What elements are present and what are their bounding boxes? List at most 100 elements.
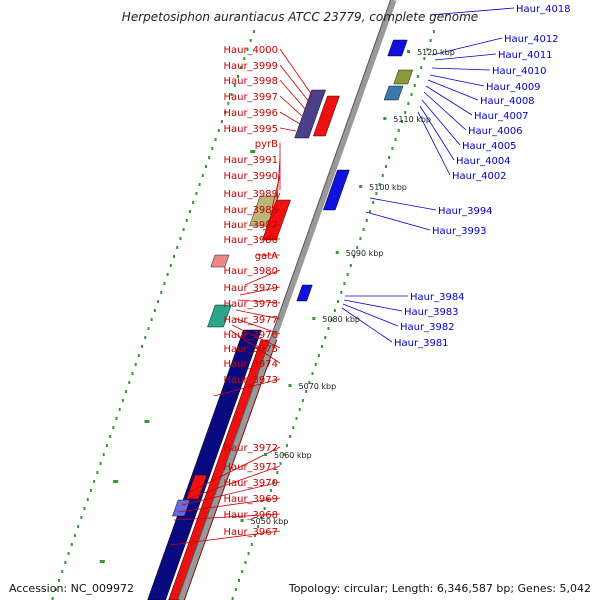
kbp-label: 5110 kbp <box>393 115 431 124</box>
gene-label-left: Haur_3971 <box>223 462 278 473</box>
kbp-tick <box>407 50 411 53</box>
track-dot <box>236 75 239 78</box>
track-dot <box>279 462 282 465</box>
track-dot <box>214 138 217 141</box>
track-dot <box>70 543 73 546</box>
track-dot <box>276 471 279 474</box>
gene-label-left: Haur_3996 <box>223 108 278 119</box>
leader-line-right <box>427 79 479 101</box>
track-dot <box>234 588 237 591</box>
gene-label-right: Haur_4008 <box>480 96 535 107</box>
gene-block <box>313 95 340 137</box>
leader-line-right <box>341 307 393 343</box>
gene-label-left: Haur_3972 <box>223 443 278 454</box>
leader-line-right <box>425 85 473 116</box>
gene-label-left: Haur_3995 <box>223 124 278 135</box>
track-dot <box>73 534 76 537</box>
track-dot <box>426 48 429 51</box>
gene-label-left: Haur_3986 <box>223 235 278 246</box>
leader-line-left <box>173 513 281 521</box>
leader-line-left <box>213 378 281 397</box>
gene-label-right: Haur_3984 <box>410 292 465 303</box>
track-dot <box>400 120 403 123</box>
leader-line-left <box>181 481 281 506</box>
gene-label-left: Haur_3975 <box>223 344 278 355</box>
gene-label-right: Haur_4007 <box>474 111 529 122</box>
track-dot <box>227 102 230 105</box>
gene-label-left: Haur_3979 <box>223 283 278 294</box>
track-dot <box>141 345 144 348</box>
track-dot <box>224 111 227 114</box>
track-dot <box>204 165 207 168</box>
track-dot <box>80 516 83 519</box>
gene-label-left: Haur_3980 <box>223 266 278 277</box>
track-dot <box>96 471 99 474</box>
track-dot <box>105 444 108 447</box>
gene-label-right: Haur_3994 <box>438 206 493 217</box>
track-dot <box>64 561 67 564</box>
kbp-tick <box>264 453 268 456</box>
track-dot <box>109 435 112 438</box>
leader-line-right <box>369 197 437 211</box>
leader-line-left <box>279 111 301 125</box>
track-dot <box>201 174 204 177</box>
genome-backbone <box>177 0 397 600</box>
track-dot <box>423 57 426 60</box>
track-dot <box>356 246 359 249</box>
track-dot <box>160 291 163 294</box>
track-dot <box>54 588 57 591</box>
gene-block <box>294 89 326 139</box>
track-dot <box>249 39 252 42</box>
track-dot <box>185 219 188 222</box>
track-dot <box>413 84 416 87</box>
track-dot <box>115 417 118 420</box>
track-dot <box>51 597 54 600</box>
track-dot <box>359 237 362 240</box>
track-dot <box>432 30 435 33</box>
track-dot <box>150 318 153 321</box>
track-dot <box>102 453 105 456</box>
leader-line-left <box>279 64 311 104</box>
backbone-edge <box>177 0 392 600</box>
leader-line-left <box>279 48 313 96</box>
track-dot <box>198 183 201 186</box>
track-dot <box>144 336 147 339</box>
track-dot <box>134 363 137 366</box>
track-dot <box>273 480 276 483</box>
track-dot <box>317 354 320 357</box>
track-dot <box>147 327 150 330</box>
track-dot <box>292 426 295 429</box>
leader-line-right <box>419 105 455 161</box>
leader-line-right <box>431 37 503 56</box>
track-dot <box>372 201 375 204</box>
track-dot <box>195 192 198 195</box>
leader-line-right <box>429 74 485 87</box>
track-dot <box>77 525 80 528</box>
track-dot <box>157 300 160 303</box>
gene-label-right: Haur_4018 <box>516 4 571 15</box>
track-dot <box>253 534 256 537</box>
track-dot <box>83 507 86 510</box>
track-dot <box>217 129 220 132</box>
track-tick <box>99 560 105 563</box>
track-dot <box>285 444 288 447</box>
leader-line-left <box>244 269 281 286</box>
leader-line-left <box>262 223 281 231</box>
leader-line-left <box>183 465 281 501</box>
leader-line-left <box>269 192 281 216</box>
gene-label-left: Haur_3973 <box>223 375 278 386</box>
track-dot <box>176 246 179 249</box>
track-dot <box>324 336 327 339</box>
leader-line-left <box>279 127 297 132</box>
gene-label-left: pyrB <box>255 139 278 150</box>
leader-line-left <box>279 79 307 111</box>
track-dot <box>231 597 234 600</box>
track-dot <box>179 237 182 240</box>
gene-label-right: Haur_4009 <box>486 82 541 93</box>
track-dot <box>330 318 333 321</box>
track-dot <box>240 66 243 69</box>
track-dot <box>295 417 298 420</box>
track-dot <box>420 66 423 69</box>
kbp-tick <box>312 317 316 320</box>
